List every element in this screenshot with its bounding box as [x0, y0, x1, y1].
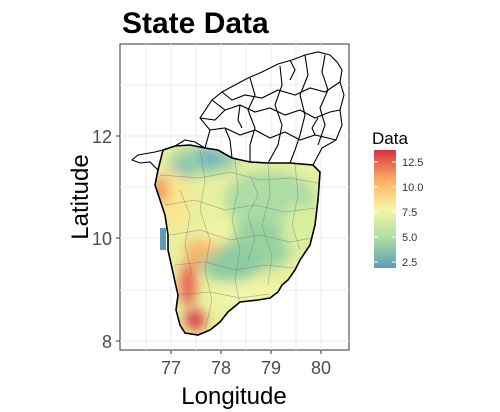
y-tick-label: 12 [92, 127, 112, 147]
legend-colorbar [374, 150, 396, 268]
x-tick-label: 77 [161, 358, 181, 378]
legend-label: 5.0 [402, 232, 417, 244]
y-axis-title: Latitude [67, 154, 94, 239]
y-tick-label: 8 [102, 332, 112, 352]
x-axis-title: Longitude [181, 383, 286, 410]
legend-label: 10.0 [402, 182, 423, 194]
district-boundaries [159, 149, 319, 331]
legend-label: 7.5 [402, 207, 417, 219]
chart-title: State Data [122, 7, 269, 40]
x-tick-label: 79 [261, 358, 281, 378]
legend-label: 2.5 [402, 257, 417, 269]
x-tick-label: 80 [311, 358, 331, 378]
legend-title: Data [372, 129, 408, 148]
raster-strip [160, 228, 166, 250]
y-tick-label: 10 [92, 229, 112, 249]
color-legend: Data 12.5 10.0 7.5 5.0 2.5 [372, 129, 423, 269]
axis-ticks [116, 135, 322, 354]
northern-region-outline [130, 51, 345, 171]
x-tick-label: 78 [211, 358, 231, 378]
legend-label: 12.5 [402, 157, 423, 169]
